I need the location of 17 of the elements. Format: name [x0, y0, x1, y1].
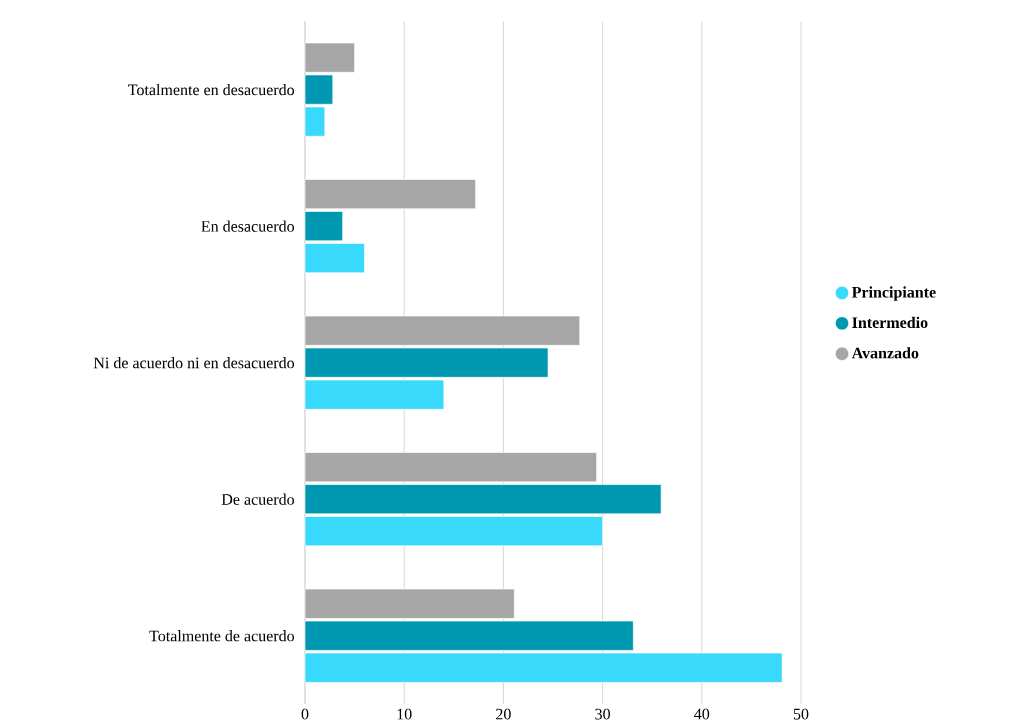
legend-label: Intermedio	[852, 316, 928, 329]
x-tick-label: 30	[595, 708, 610, 720]
y-tick-label: En desacuerdo	[201, 220, 294, 232]
x-tick-label: 10	[397, 708, 412, 720]
y-tick-label: Totalmente de acuerdo	[149, 630, 295, 642]
y-tick-label: Ni de acuerdo ni en desacuerdo	[93, 357, 295, 369]
x-tick-label: 50	[793, 708, 809, 720]
bar	[304, 179, 476, 210]
x-tick-label: 20	[496, 708, 511, 720]
bar	[304, 211, 344, 242]
y-tick-label: Totalmente en desacuerdo	[128, 83, 295, 96]
legend-label: Principiante	[851, 286, 936, 301]
y-tick-label: De acuerdo	[221, 493, 294, 505]
x-tick-label: 40	[694, 708, 710, 720]
x-tick-label: 0	[301, 708, 309, 720]
legend-label: Avanzado	[851, 347, 919, 359]
bar	[304, 243, 365, 274]
